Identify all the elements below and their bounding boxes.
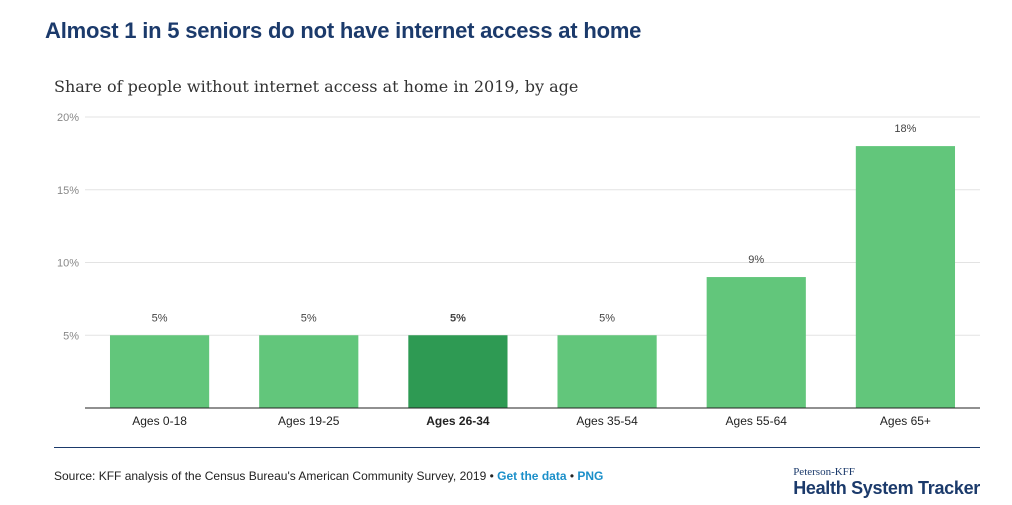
y-tick-label: 5%: [63, 330, 79, 342]
separator: •: [486, 469, 498, 483]
chart-headline: Almost 1 in 5 seniors do not have intern…: [45, 18, 642, 43]
data-label: 5%: [301, 312, 317, 324]
x-tick-label: Ages 55-64: [726, 414, 788, 428]
logo-top-text: Peterson-KFF: [793, 466, 855, 478]
bar: [557, 335, 657, 408]
data-label: 9%: [748, 254, 764, 266]
data-label: 5%: [450, 312, 466, 324]
source-text: Source: KFF analysis of the Census Burea…: [54, 469, 487, 483]
x-tick-label: Ages 0-18: [132, 414, 187, 428]
data-label: 5%: [599, 312, 615, 324]
bar: [706, 277, 806, 408]
x-tick-label: Ages 19-25: [278, 414, 340, 428]
bar-chart: 5% 10% 15% 20% 5% Ages 0-18 5% Ages 19-25 5% Ages…: [57, 112, 980, 428]
data-label: 18%: [894, 123, 916, 135]
brand-logo: Peterson-KFF Health System Tracker: [793, 466, 980, 498]
bar: [259, 335, 359, 408]
data-label: 5%: [152, 312, 168, 324]
y-tick-label: 15%: [57, 185, 79, 197]
chart-title: Share of people without internet access …: [54, 77, 579, 96]
bar: [408, 335, 508, 408]
x-tick-label: Ages 65+: [880, 414, 931, 428]
x-tick-label: Ages 26-34: [426, 414, 490, 428]
bar: [109, 335, 210, 408]
png-link[interactable]: PNG: [577, 469, 604, 483]
logo-main-text: Health System Tracker: [793, 478, 980, 498]
source-note: Source: KFF analysis of the Census Burea…: [54, 469, 603, 483]
x-tick-label: Ages 35-54: [576, 414, 638, 428]
separator: •: [566, 469, 578, 483]
get-the-data-link[interactable]: Get the data: [497, 469, 567, 483]
footer-divider: [54, 447, 980, 448]
y-tick-label: 10%: [57, 258, 79, 270]
bar: [855, 146, 956, 408]
y-tick-label: 20%: [57, 112, 79, 124]
